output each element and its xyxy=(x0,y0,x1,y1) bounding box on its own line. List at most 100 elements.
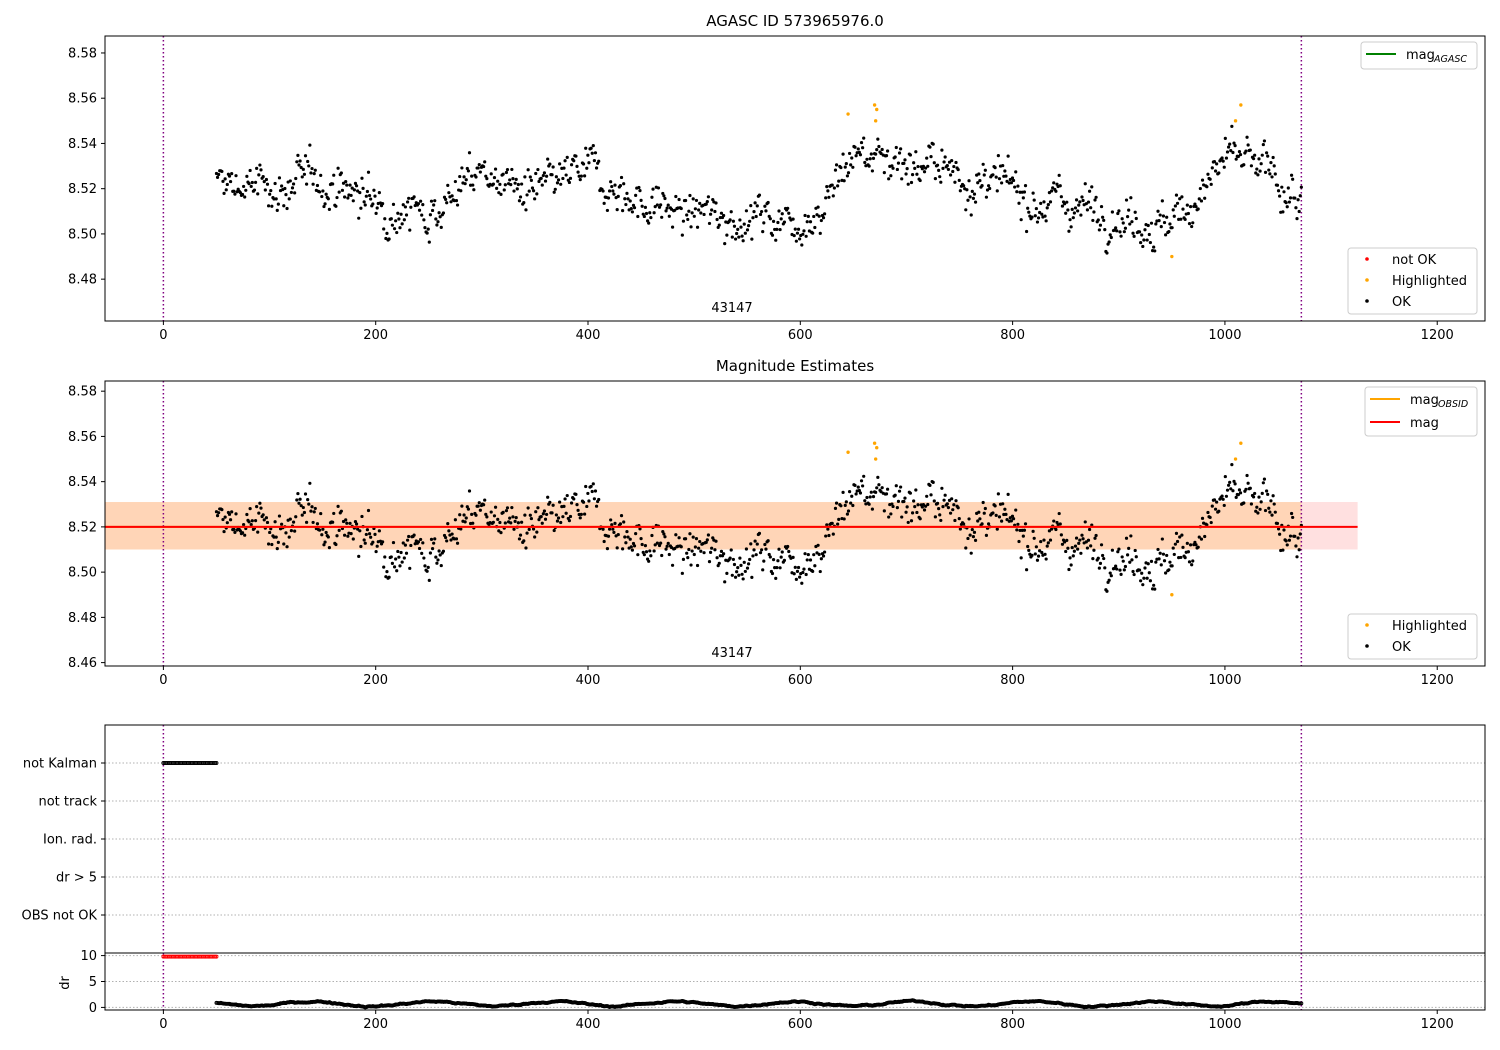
ok-point xyxy=(833,506,838,510)
ok-point xyxy=(1081,198,1085,203)
ok-point xyxy=(1015,528,1019,532)
ok-point xyxy=(621,547,625,551)
ok-point xyxy=(401,203,405,207)
ok-point xyxy=(291,182,296,186)
ok-point xyxy=(1030,215,1034,219)
ok-point xyxy=(973,200,978,204)
ok-point xyxy=(695,563,700,568)
ok-point xyxy=(827,533,831,538)
ok-point xyxy=(385,231,389,235)
ok-point xyxy=(770,233,775,237)
ok-point xyxy=(806,214,810,218)
ok-point xyxy=(363,203,367,207)
ok-point xyxy=(444,535,448,540)
ok-point xyxy=(647,559,651,563)
ok-point xyxy=(227,174,232,178)
panel-flags-marks xyxy=(105,725,1485,953)
ok-point xyxy=(935,501,940,505)
ok-point xyxy=(1248,148,1252,152)
ok-point xyxy=(476,166,480,170)
ok-point xyxy=(1222,165,1226,169)
ok-point xyxy=(1172,214,1176,218)
ok-point xyxy=(441,549,446,553)
ok-point xyxy=(1299,185,1303,189)
ok-point xyxy=(698,539,702,544)
ok-point xyxy=(288,517,292,521)
ok-point xyxy=(805,220,809,224)
ok-point xyxy=(1265,489,1269,493)
ok-point xyxy=(397,555,401,559)
ok-point xyxy=(689,563,693,567)
ok-point xyxy=(264,177,269,182)
ok-point xyxy=(462,175,466,179)
ok-point xyxy=(619,514,624,518)
ok-point xyxy=(1134,216,1138,221)
ok-point xyxy=(1190,563,1194,567)
ok-point xyxy=(1101,553,1105,558)
ok-point xyxy=(511,177,515,181)
ok-point xyxy=(331,520,335,524)
ok-point xyxy=(939,180,943,184)
ok-point xyxy=(854,154,858,158)
ok-point xyxy=(387,575,391,579)
highlighted-point xyxy=(873,119,878,123)
ok-point xyxy=(551,503,555,507)
ok-point xyxy=(1280,185,1284,189)
ok-point xyxy=(265,182,270,186)
ok-point xyxy=(482,503,486,507)
ok-point xyxy=(555,181,560,185)
ok-point xyxy=(215,175,220,180)
ok-point xyxy=(1092,210,1096,214)
ok-point xyxy=(755,542,759,546)
ok-point xyxy=(405,200,410,204)
ok-point xyxy=(737,573,741,577)
ok-point xyxy=(1194,204,1198,209)
ok-point xyxy=(523,513,527,517)
ok-point xyxy=(674,533,678,537)
ok-point xyxy=(876,475,880,479)
ok-point xyxy=(914,150,918,154)
highlighted-point xyxy=(872,441,877,445)
ok-point xyxy=(877,144,881,149)
ok-point xyxy=(1188,205,1193,209)
ok-point xyxy=(628,199,632,203)
legend-not-ok-marker xyxy=(1365,257,1369,261)
ok-point xyxy=(895,506,899,510)
ok-point xyxy=(601,189,605,193)
ok-point xyxy=(455,541,460,545)
ok-point xyxy=(885,487,890,491)
ok-point xyxy=(910,173,915,177)
ok-point xyxy=(970,527,974,532)
ok-point xyxy=(591,482,595,486)
ok-point xyxy=(779,555,783,559)
ok-point xyxy=(1203,534,1207,539)
ok-point xyxy=(1161,552,1166,556)
ok-point xyxy=(527,527,531,531)
ok-point xyxy=(1005,179,1009,183)
ok-point xyxy=(1263,170,1268,174)
ok-point xyxy=(874,490,878,494)
ok-point xyxy=(593,151,598,155)
ok-point xyxy=(1077,203,1081,207)
ok-point xyxy=(1230,124,1234,128)
ok-point xyxy=(1066,208,1070,212)
ok-point xyxy=(583,174,587,178)
ok-point xyxy=(1251,157,1256,161)
ok-point xyxy=(402,218,406,222)
ok-point xyxy=(1025,229,1029,234)
ok-point xyxy=(1276,527,1281,531)
ok-point xyxy=(687,547,691,552)
ok-point xyxy=(366,170,371,174)
ok-point xyxy=(903,158,907,162)
ok-point xyxy=(284,193,288,197)
ok-point xyxy=(489,510,493,514)
ok-point xyxy=(1259,162,1263,166)
ok-point xyxy=(505,506,510,510)
ok-point xyxy=(811,231,815,235)
ok-point xyxy=(629,545,633,549)
ok-point xyxy=(288,179,292,183)
ok-point xyxy=(1229,148,1233,153)
ok-point xyxy=(1117,547,1121,551)
ok-point xyxy=(1122,568,1126,572)
ok-point xyxy=(366,508,371,513)
